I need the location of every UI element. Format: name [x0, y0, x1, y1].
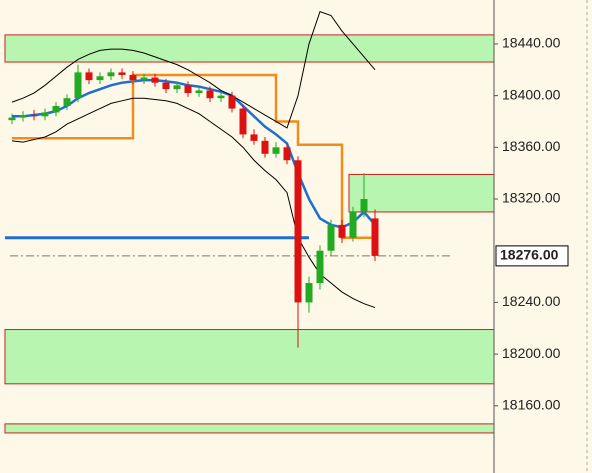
candle-body [74, 72, 82, 99]
candle-body [195, 90, 203, 94]
candle-body [283, 147, 291, 161]
candle-body [206, 90, 214, 99]
candle-body [250, 134, 258, 141]
y-tick-label: 18360.00 [502, 138, 561, 154]
candle-body [41, 112, 49, 117]
last-price-label: 18276.00 [500, 247, 559, 263]
candle-body [19, 115, 27, 118]
y-tick-label: 18320.00 [502, 190, 561, 206]
indicator-line [12, 73, 375, 240]
candle-body [63, 98, 71, 106]
candle-body [30, 115, 38, 117]
candle-body [107, 72, 115, 77]
candle-body [305, 283, 313, 303]
candle-body [316, 250, 324, 284]
candle-body [360, 199, 368, 212]
indicator-line [11, 10, 376, 129]
candle-body [184, 85, 192, 94]
plot-area [4, 10, 495, 434]
candle-body [140, 77, 148, 81]
candle-body [371, 218, 379, 256]
candle-body [85, 72, 93, 81]
zone [4, 423, 495, 434]
candle-body [173, 85, 181, 90]
candle-body [327, 224, 335, 251]
candle-body [217, 95, 225, 99]
candle-body [8, 117, 16, 121]
candle-body [261, 140, 269, 154]
zone [4, 34, 495, 63]
y-tick-label: 18400.00 [502, 86, 561, 102]
candle-body [239, 108, 247, 135]
indicator-line [12, 78, 376, 229]
last-price-box [495, 245, 569, 267]
candle-body [272, 147, 280, 154]
y-tick-label: 18200.00 [502, 345, 561, 361]
candle-body [162, 82, 170, 90]
candle-body [118, 72, 126, 75]
candle-body [96, 76, 104, 81]
y-tick-label: 18240.00 [502, 293, 561, 309]
candle-body [349, 211, 357, 238]
candle-body [338, 224, 346, 238]
candle-body [151, 77, 159, 83]
zone [348, 173, 495, 213]
candle-body [294, 160, 302, 303]
candle-body [129, 74, 137, 81]
y-tick-label: 18160.00 [502, 397, 561, 413]
zone [4, 329, 495, 385]
candle-body [228, 95, 236, 109]
candle-body [52, 105, 60, 113]
indicator-line [11, 97, 376, 309]
y-tick-label: 18440.00 [502, 35, 561, 51]
